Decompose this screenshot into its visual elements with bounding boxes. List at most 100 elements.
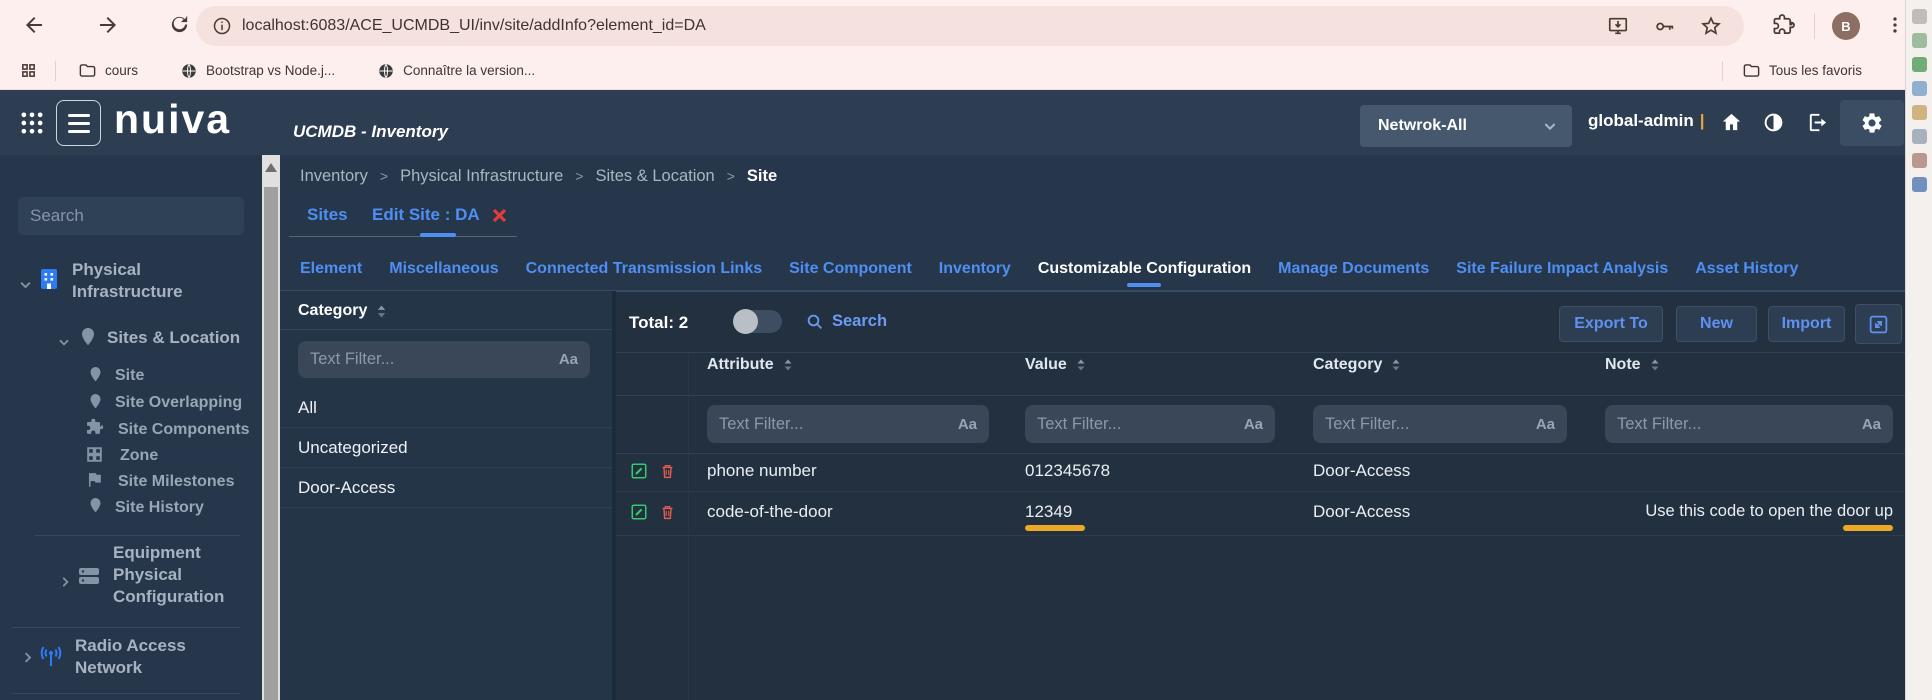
avatar[interactable]: B [1832, 12, 1860, 40]
note-filter[interactable]: Aa [1605, 405, 1893, 443]
tab-sites[interactable]: Sites [307, 205, 348, 224]
waffle-menu-icon[interactable] [18, 109, 46, 142]
case-sensitive-toggle[interactable]: Aa [558, 351, 578, 368]
case-sensitive-toggle[interactable]: Aa [1243, 415, 1263, 433]
case-sensitive-toggle[interactable]: Aa [1861, 415, 1881, 433]
sort-icon[interactable] [1075, 358, 1087, 372]
side-panel-icon[interactable] [1911, 153, 1927, 168]
sidebar-item-site-overlapping[interactable]: Site Overlapping [115, 394, 243, 411]
sidebar-item-site[interactable]: Site [115, 367, 145, 384]
sidebar-scrollbar[interactable] [262, 155, 280, 700]
side-panel-icon[interactable] [1911, 105, 1927, 120]
table-search[interactable]: Search [806, 312, 887, 331]
tab-manage-documents[interactable]: Manage Documents [1278, 260, 1430, 277]
side-panel-icon[interactable] [1911, 129, 1927, 144]
tab-asset-history[interactable]: Asset History [1695, 260, 1799, 277]
breadcrumb-item[interactable]: Physical Infrastructure [400, 166, 564, 185]
contrast-icon[interactable] [1763, 112, 1784, 138]
value-filter[interactable]: Aa [1025, 405, 1275, 443]
category-item-all[interactable]: All [280, 388, 612, 428]
extensions-icon[interactable] [1772, 14, 1795, 37]
breadcrumb-item[interactable]: Sites & Location [595, 166, 715, 185]
tab-site-component[interactable]: Site Component [789, 260, 912, 277]
sidebar-item-physical-infrastructure[interactable]: Physical Infrastructure [72, 260, 183, 301]
category-item-uncategorized[interactable]: Uncategorized [280, 428, 612, 468]
chevron-right-icon[interactable] [20, 650, 35, 670]
category-column-header[interactable]: Category [298, 302, 368, 319]
bookmark-bootstrap[interactable]: Bootstrap vs Node.j... [180, 62, 335, 80]
case-sensitive-toggle[interactable]: Aa [1535, 415, 1555, 433]
password-key-icon[interactable] [1653, 15, 1676, 38]
close-tab-icon[interactable] [490, 206, 509, 225]
reload-icon[interactable] [168, 13, 191, 36]
sidebar-item-radio-access-network[interactable]: Radio Access Network [75, 636, 186, 677]
bookmark-folder-cours[interactable]: cours [78, 61, 138, 80]
expand-button[interactable] [1855, 304, 1902, 344]
forward-icon[interactable] [96, 13, 120, 37]
attribute-filter-input[interactable] [719, 414, 952, 434]
note-filter-input[interactable] [1617, 414, 1856, 434]
sidebar-item-site-components[interactable]: Site Components [118, 421, 250, 438]
value-filter-input[interactable] [1037, 414, 1238, 434]
attribute-filter[interactable]: Aa [707, 405, 989, 443]
sidebar-item-sites-location[interactable]: Sites & Location [107, 328, 241, 347]
logout-icon[interactable] [1806, 111, 1829, 139]
case-sensitive-toggle[interactable]: Aa [957, 415, 977, 433]
tab-miscellaneous[interactable]: Miscellaneous [389, 260, 499, 277]
browser-menu-icon[interactable] [1884, 14, 1906, 36]
tab-edit-site[interactable]: Edit Site : DA [372, 205, 509, 225]
install-app-icon[interactable] [1607, 15, 1629, 37]
column-header-attribute[interactable]: Attribute [707, 356, 794, 374]
app-home-icon[interactable] [1720, 111, 1743, 139]
bookmark-connaitre[interactable]: Connaître la version... [377, 62, 535, 80]
apps-grid-icon[interactable] [20, 62, 37, 79]
category-item-door-access[interactable]: Door-Access [280, 468, 612, 508]
address-bar[interactable]: localhost:6083/ACE_UCMDB_UI/inv/site/add… [196, 6, 1744, 46]
sidebar-search-input[interactable] [30, 206, 232, 226]
sort-icon[interactable] [1649, 358, 1661, 372]
back-icon[interactable] [22, 13, 46, 37]
edit-icon[interactable] [630, 462, 648, 485]
tab-customizable-configuration[interactable]: Customizable Configuration [1037, 260, 1252, 277]
sidebar-search[interactable] [18, 197, 244, 235]
import-button[interactable]: Import [1768, 306, 1845, 342]
sidebar-item-site-milestones[interactable]: Site Milestones [118, 473, 235, 490]
delete-icon[interactable] [659, 503, 676, 526]
sidebar-item-site-history[interactable]: Site History [115, 499, 204, 516]
tab-element[interactable]: Element [300, 260, 363, 277]
sidebar-item-equipment-physical-configuration[interactable]: Equipment Physical Configuration [113, 543, 225, 606]
chevron-down-icon[interactable] [18, 277, 33, 297]
sort-icon[interactable] [1390, 358, 1402, 372]
site-info-icon[interactable] [212, 16, 232, 36]
category-filter-input[interactable] [310, 350, 553, 369]
tab-connected-transmission-links[interactable]: Connected Transmission Links [525, 260, 763, 277]
all-bookmarks[interactable]: Tous les favoris [1742, 61, 1862, 80]
category-filter[interactable]: Aa [1313, 405, 1567, 443]
column-header-note[interactable]: Note [1605, 356, 1661, 374]
bookmark-star-icon[interactable] [1700, 15, 1722, 37]
new-button[interactable]: New [1676, 306, 1757, 342]
sort-icon[interactable] [782, 358, 794, 372]
settings-button[interactable] [1840, 100, 1904, 146]
side-panel-icon[interactable] [1911, 57, 1927, 72]
scrollbar-thumb[interactable] [264, 187, 278, 700]
category-filter-input[interactable] [1325, 414, 1530, 434]
hamburger-menu-icon[interactable] [56, 100, 101, 146]
breadcrumb-item[interactable]: Inventory [300, 166, 368, 185]
side-panel-icon[interactable] [1911, 81, 1927, 96]
tab-inventory[interactable]: Inventory [938, 260, 1011, 277]
chevron-down-icon[interactable] [57, 335, 71, 354]
tab-site-failure-impact-analysis[interactable]: Site Failure Impact Analysis [1456, 260, 1669, 277]
side-panel-icon[interactable] [1911, 9, 1927, 24]
side-panel-icon[interactable] [1911, 177, 1927, 192]
delete-icon[interactable] [659, 462, 676, 485]
category-filter[interactable]: Aa [298, 341, 590, 378]
scrollbar-up-arrow[interactable] [265, 163, 277, 172]
sort-icon[interactable] [375, 304, 388, 319]
side-panel-icon[interactable] [1911, 33, 1927, 48]
edit-icon[interactable] [630, 503, 648, 526]
toggle-switch[interactable] [733, 309, 782, 334]
network-selector[interactable]: Netwrok-All [1360, 105, 1572, 147]
export-to-button[interactable]: Export To [1559, 306, 1663, 342]
column-header-category[interactable]: Category [1313, 356, 1402, 374]
